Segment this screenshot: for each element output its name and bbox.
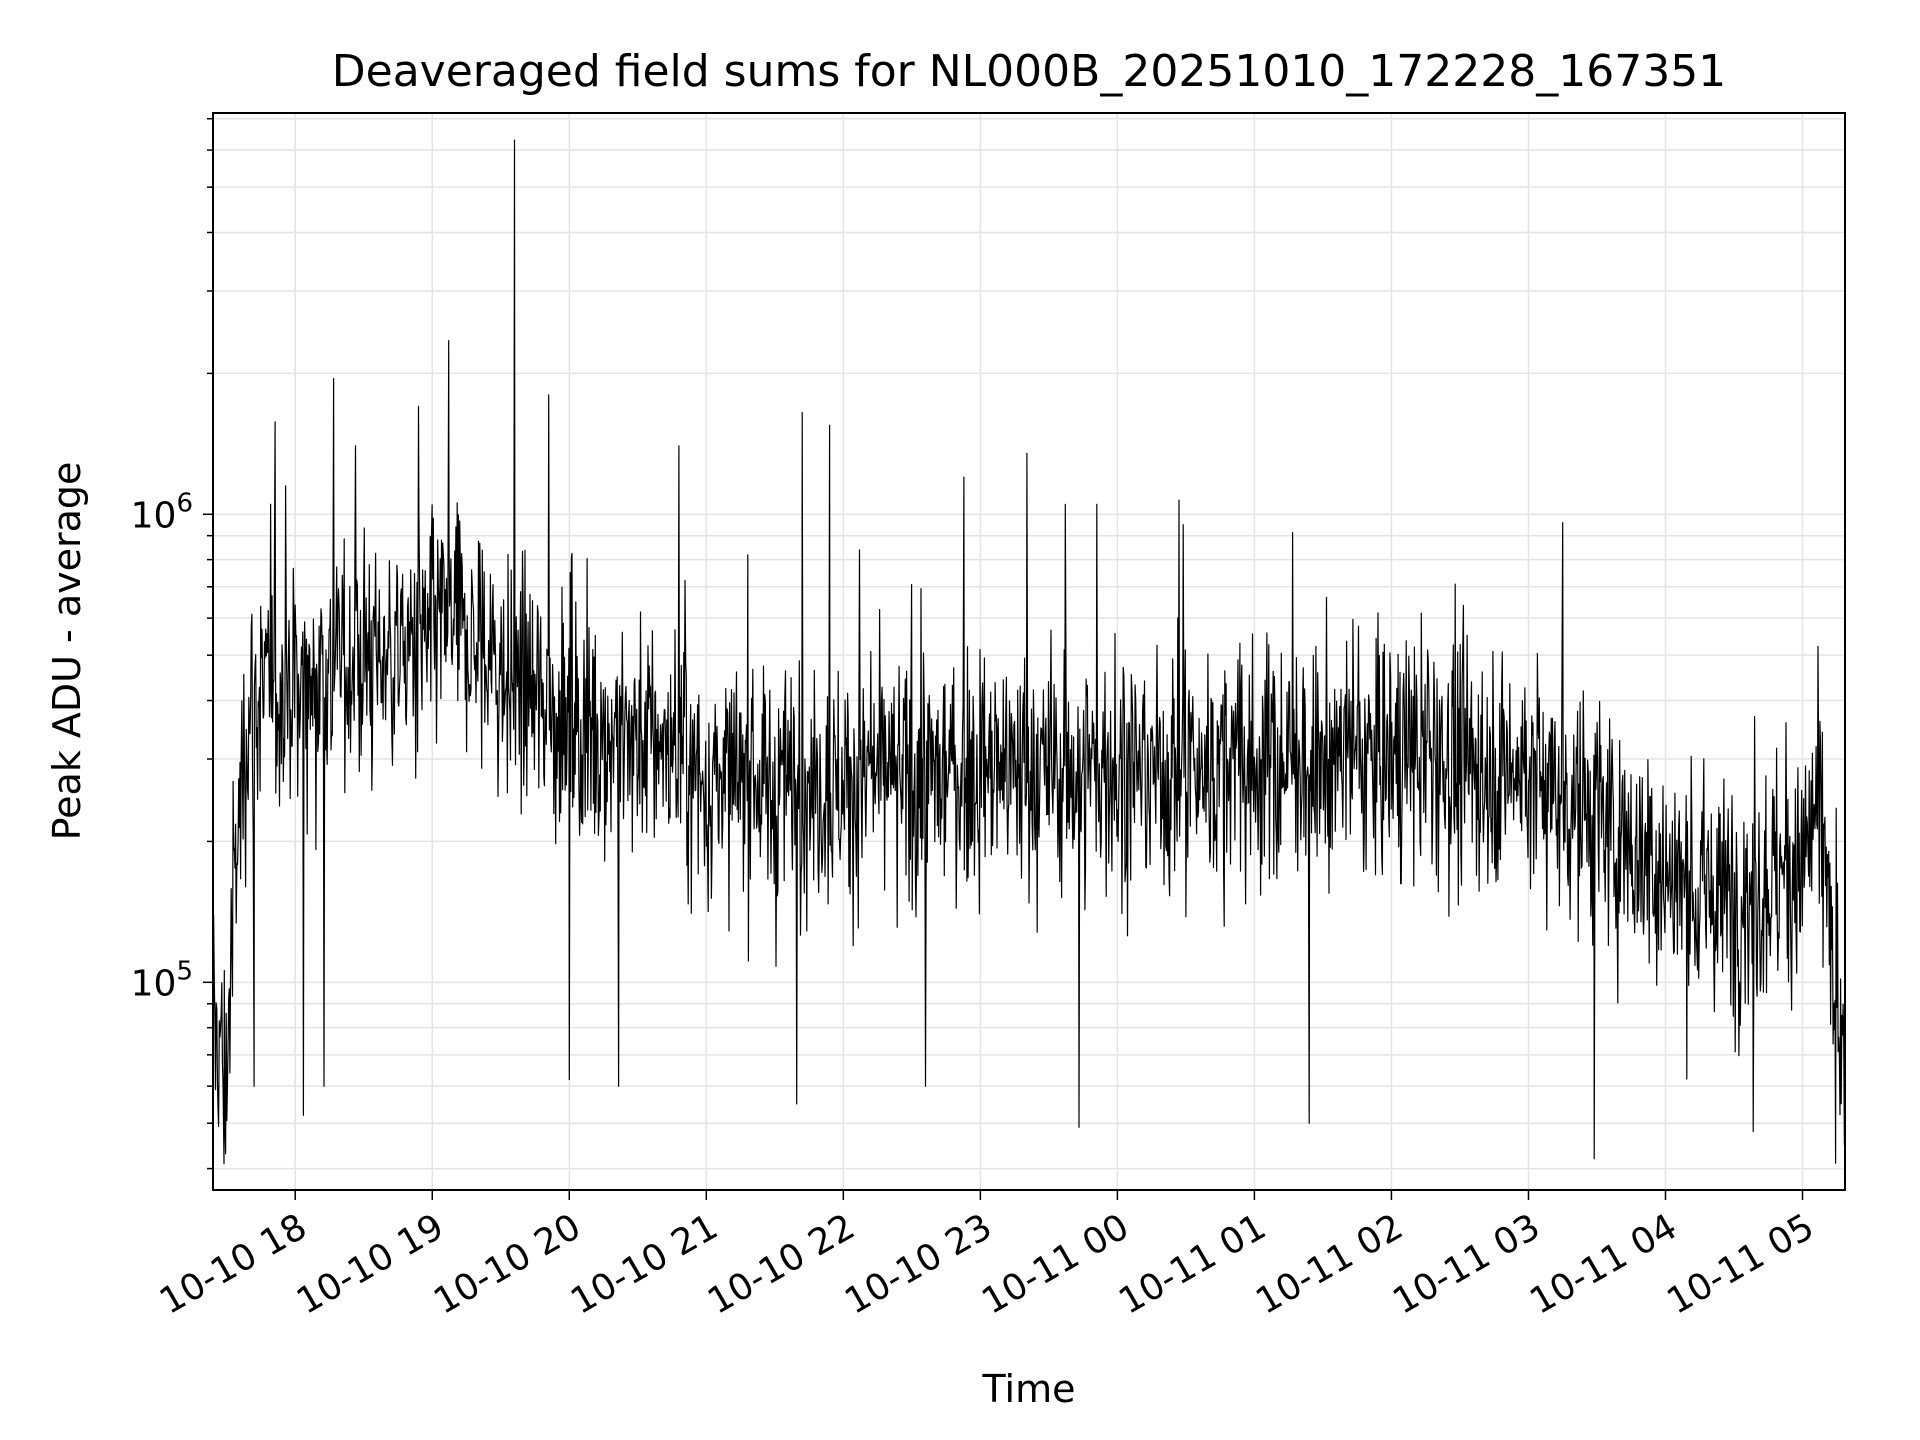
plot-frame [212, 112, 1846, 1191]
y-tick-label-exponent: 5 [176, 956, 193, 986]
y-tick-label-base: 10 [131, 963, 177, 1004]
x-axis-label: Time [982, 1367, 1076, 1411]
series-line [212, 139, 1846, 1165]
y-axis-label: Peak ADU - average [45, 462, 89, 841]
chart-title: Deaveraged field sums for NL000B_2025101… [332, 46, 1726, 97]
y-tick-label: 105 [131, 956, 193, 1004]
y-tick-label-base: 10 [131, 495, 177, 536]
y-tick-label: 106 [131, 488, 193, 536]
series-layer [212, 139, 1846, 1165]
y-tick-label-exponent: 6 [176, 488, 193, 518]
grid [213, 113, 1845, 1190]
